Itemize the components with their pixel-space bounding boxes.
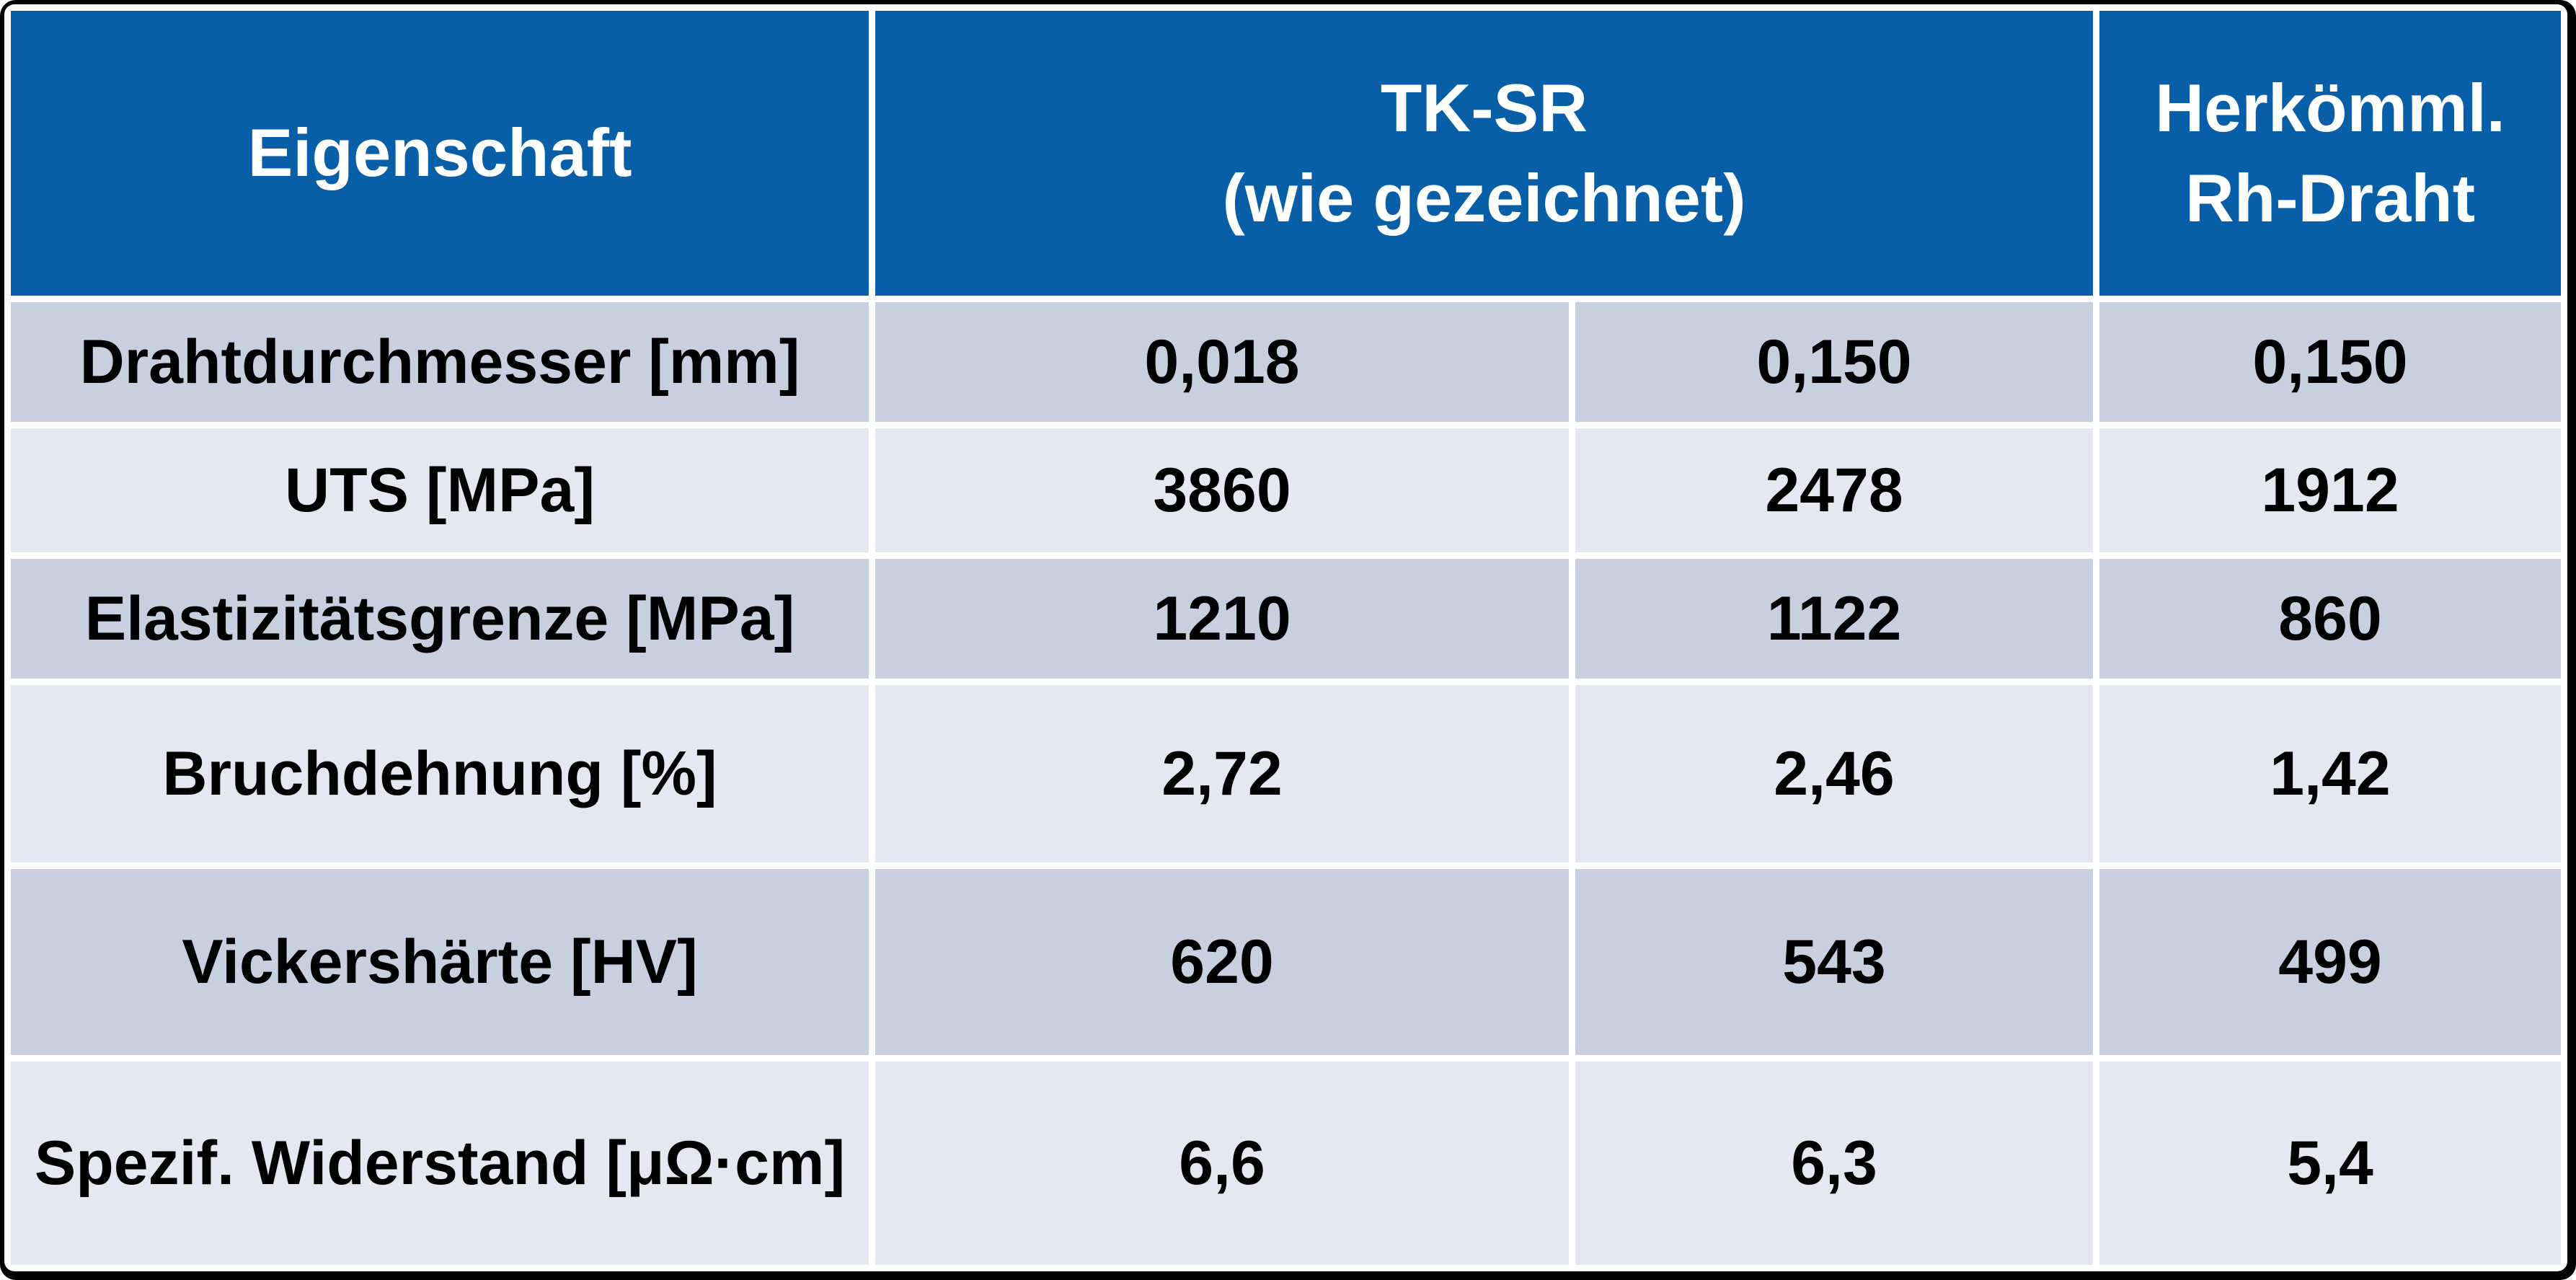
tk-sr-value-cell: 543 xyxy=(1575,869,2093,1055)
property-cell: Bruchdehnung [%] xyxy=(11,685,869,862)
header-conventional-line2: Rh-Draht xyxy=(2185,159,2476,236)
conventional-value-cell: 1,42 xyxy=(2099,685,2561,862)
conventional-value-cell: 499 xyxy=(2099,869,2561,1055)
tk-sr-value-cell: 6,3 xyxy=(1575,1061,2093,1265)
tk-sr-value-cell: 2,46 xyxy=(1575,685,2093,862)
property-cell: Vickershärte [HV] xyxy=(11,869,869,1055)
tk-sr-value-cell: 1122 xyxy=(1575,559,2093,679)
header-tk-sr-line1: TK-SR xyxy=(1380,70,1588,146)
property-cell: Elastizitätsgrenze [MPa] xyxy=(11,559,869,679)
tk-sr-value-cell: 0,018 xyxy=(875,302,1569,422)
tk-sr-value-cell: 6,6 xyxy=(875,1061,1569,1265)
table-row: Spezif. Widerstand [μΩ·cm] 6,6 6,3 5,4 xyxy=(11,1061,2561,1265)
tk-sr-value-cell: 2478 xyxy=(1575,428,2093,552)
property-cell: Spezif. Widerstand [μΩ·cm] xyxy=(11,1061,869,1265)
table-row: Elastizitätsgrenze [MPa] 1210 1122 860 xyxy=(11,559,2561,679)
table-row: Vickershärte [HV] 620 543 499 xyxy=(11,869,2561,1055)
property-cell: UTS [MPa] xyxy=(11,428,869,552)
tk-sr-value-cell: 1210 xyxy=(875,559,1569,679)
tk-sr-value-cell: 2,72 xyxy=(875,685,1569,862)
header-property-label: Eigenschaft xyxy=(247,115,632,191)
conventional-value-cell: 860 xyxy=(2099,559,2561,679)
header-conventional: Herkömml. Rh-Draht xyxy=(2099,11,2561,296)
tk-sr-value-cell: 3860 xyxy=(875,428,1569,552)
header-tk-sr-line2: (wie gezeichnet) xyxy=(1222,159,1746,236)
properties-comparison-table: Eigenschaft TK-SR (wie gezeichnet) Herkö… xyxy=(4,4,2567,1271)
table-background: Eigenschaft TK-SR (wie gezeichnet) Herkö… xyxy=(4,4,2567,1271)
table-row: UTS [MPa] 3860 2478 1912 xyxy=(11,428,2561,552)
conventional-value-cell: 1912 xyxy=(2099,428,2561,552)
table-row: Drahtdurchmesser [mm] 0,018 0,150 0,150 xyxy=(11,302,2561,422)
table-row: Bruchdehnung [%] 2,72 2,46 1,42 xyxy=(11,685,2561,862)
tk-sr-value-cell: 0,150 xyxy=(1575,302,2093,422)
conventional-value-cell: 5,4 xyxy=(2099,1061,2561,1265)
tk-sr-value-cell: 620 xyxy=(875,869,1569,1055)
property-cell: Drahtdurchmesser [mm] xyxy=(11,302,869,422)
header-tk-sr: TK-SR (wie gezeichnet) xyxy=(875,11,2093,296)
header-conventional-line1: Herkömml. xyxy=(2155,70,2505,146)
table-header-row: Eigenschaft TK-SR (wie gezeichnet) Herkö… xyxy=(11,11,2561,296)
header-property: Eigenschaft xyxy=(11,11,869,296)
conventional-value-cell: 0,150 xyxy=(2099,302,2561,422)
